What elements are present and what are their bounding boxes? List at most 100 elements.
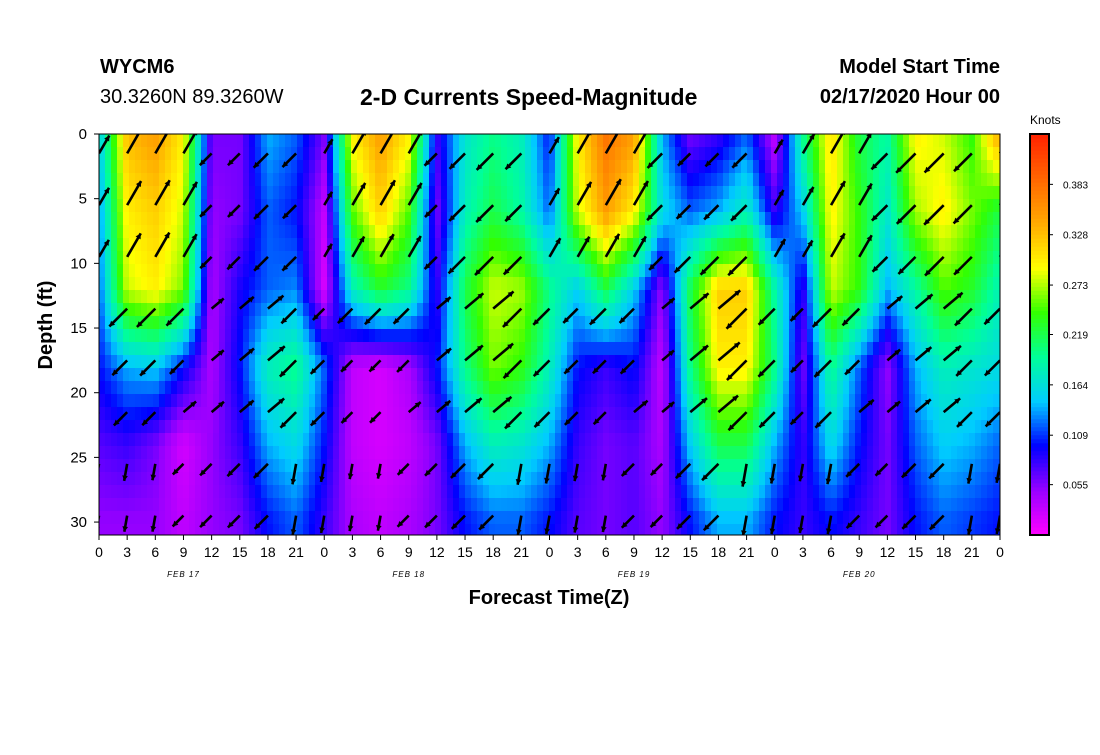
heatmap-cell: [399, 316, 406, 330]
heatmap-cell: [741, 316, 748, 330]
heatmap-cell: [645, 446, 652, 460]
heatmap-cell: [507, 511, 514, 525]
heatmap-cell: [129, 472, 136, 486]
heatmap-cell: [255, 420, 262, 434]
heatmap-cell: [957, 368, 964, 382]
heatmap-cell: [423, 472, 430, 486]
heatmap-cell: [159, 212, 166, 226]
heatmap-cell: [735, 420, 742, 434]
heatmap-cell: [843, 420, 850, 434]
heatmap-cell: [795, 329, 802, 343]
heatmap-cell: [99, 303, 106, 317]
vector-head: [103, 239, 109, 246]
heatmap-cell: [669, 498, 676, 512]
heatmap-cell: [501, 212, 508, 226]
heatmap-cell: [423, 485, 430, 499]
heatmap-cell: [927, 199, 934, 213]
heatmap-cell: [339, 355, 346, 369]
heatmap-cell: [273, 433, 280, 447]
heatmap-cell: [489, 420, 496, 434]
vector-head: [164, 232, 170, 239]
heatmap-cell: [801, 225, 808, 239]
heatmap-cell: [333, 303, 340, 317]
heatmap-cell: [753, 147, 760, 161]
heatmap-cell: [627, 212, 634, 226]
heatmap-cell: [687, 134, 694, 148]
heatmap-cell: [681, 498, 688, 512]
heatmap-cell: [285, 394, 292, 408]
heatmap-cell: [225, 199, 232, 213]
heatmap-cell: [369, 225, 376, 239]
heatmap-cell: [783, 225, 790, 239]
heatmap-cell: [903, 381, 910, 395]
heatmap-cell: [285, 290, 292, 304]
heatmap-cell: [141, 524, 148, 535]
heatmap-cell: [975, 160, 982, 174]
heatmap-cell: [591, 524, 598, 535]
heatmap-cell: [939, 316, 946, 330]
current-vector: [141, 411, 157, 427]
heatmap-cell: [513, 433, 520, 447]
heatmap-cell: [423, 147, 430, 161]
heatmap-cell: [807, 264, 814, 278]
heatmap-cell: [303, 290, 310, 304]
heatmap-cell: [723, 225, 730, 239]
heatmap-cell: [381, 498, 388, 512]
heatmap-cell: [987, 485, 994, 499]
heatmap-cell: [327, 498, 334, 512]
heatmap-cell: [783, 264, 790, 278]
heatmap-cell: [321, 225, 328, 239]
heatmap-cell: [129, 524, 136, 535]
heatmap-cell: [801, 264, 808, 278]
heatmap-cell: [765, 199, 772, 213]
heatmap-cell: [369, 394, 376, 408]
heatmap-cell: [183, 498, 190, 512]
vector-head: [444, 400, 451, 407]
heatmap-cell: [141, 381, 148, 395]
heatmap-cell: [561, 368, 568, 382]
heatmap-cell: [375, 212, 382, 226]
heatmap-cell: [177, 303, 184, 317]
vector-head: [253, 161, 260, 168]
heatmap-cell: [831, 524, 838, 535]
heatmap-cell: [693, 420, 700, 434]
heatmap-cell: [225, 485, 232, 499]
heatmap-cell: [891, 251, 898, 265]
heatmap-cell: [249, 225, 256, 239]
heatmap-cell: [153, 238, 160, 252]
heatmap-cell: [207, 485, 214, 499]
heatmap-cell: [525, 485, 532, 499]
heatmap-cell: [537, 212, 544, 226]
heatmap-cell: [423, 277, 430, 291]
heatmap-cell: [375, 459, 382, 473]
heatmap-cell: [351, 186, 358, 200]
heatmap-cell: [705, 173, 712, 187]
heatmap-cell: [363, 199, 370, 213]
heatmap-cell: [225, 498, 232, 512]
heatmap-cell: [249, 251, 256, 265]
heatmap-cell: [99, 472, 106, 486]
heatmap-cell: [735, 134, 742, 148]
heatmap-cell: [861, 368, 868, 382]
heatmap-cell: [879, 199, 886, 213]
heatmap-cell: [261, 238, 268, 252]
heatmap-cell: [975, 511, 982, 525]
heatmap-cell: [339, 238, 346, 252]
heatmap-cell: [549, 277, 556, 291]
heatmap-cell: [177, 290, 184, 304]
heatmap-cell: [861, 342, 868, 356]
heatmap-cell: [579, 446, 586, 460]
heatmap-cell: [261, 303, 268, 317]
heatmap-cell: [201, 290, 208, 304]
heatmap-cell: [285, 134, 292, 148]
heatmap-cell: [933, 355, 940, 369]
heatmap-cell: [495, 329, 502, 343]
heatmap-cell: [579, 368, 586, 382]
heatmap-cell: [639, 290, 646, 304]
heatmap-cell: [705, 355, 712, 369]
heatmap-cell: [993, 251, 1000, 265]
heatmap-cell: [507, 485, 514, 499]
heatmap-cell: [939, 134, 946, 148]
heatmap-cell: [759, 511, 766, 525]
heatmap-cell: [597, 290, 604, 304]
